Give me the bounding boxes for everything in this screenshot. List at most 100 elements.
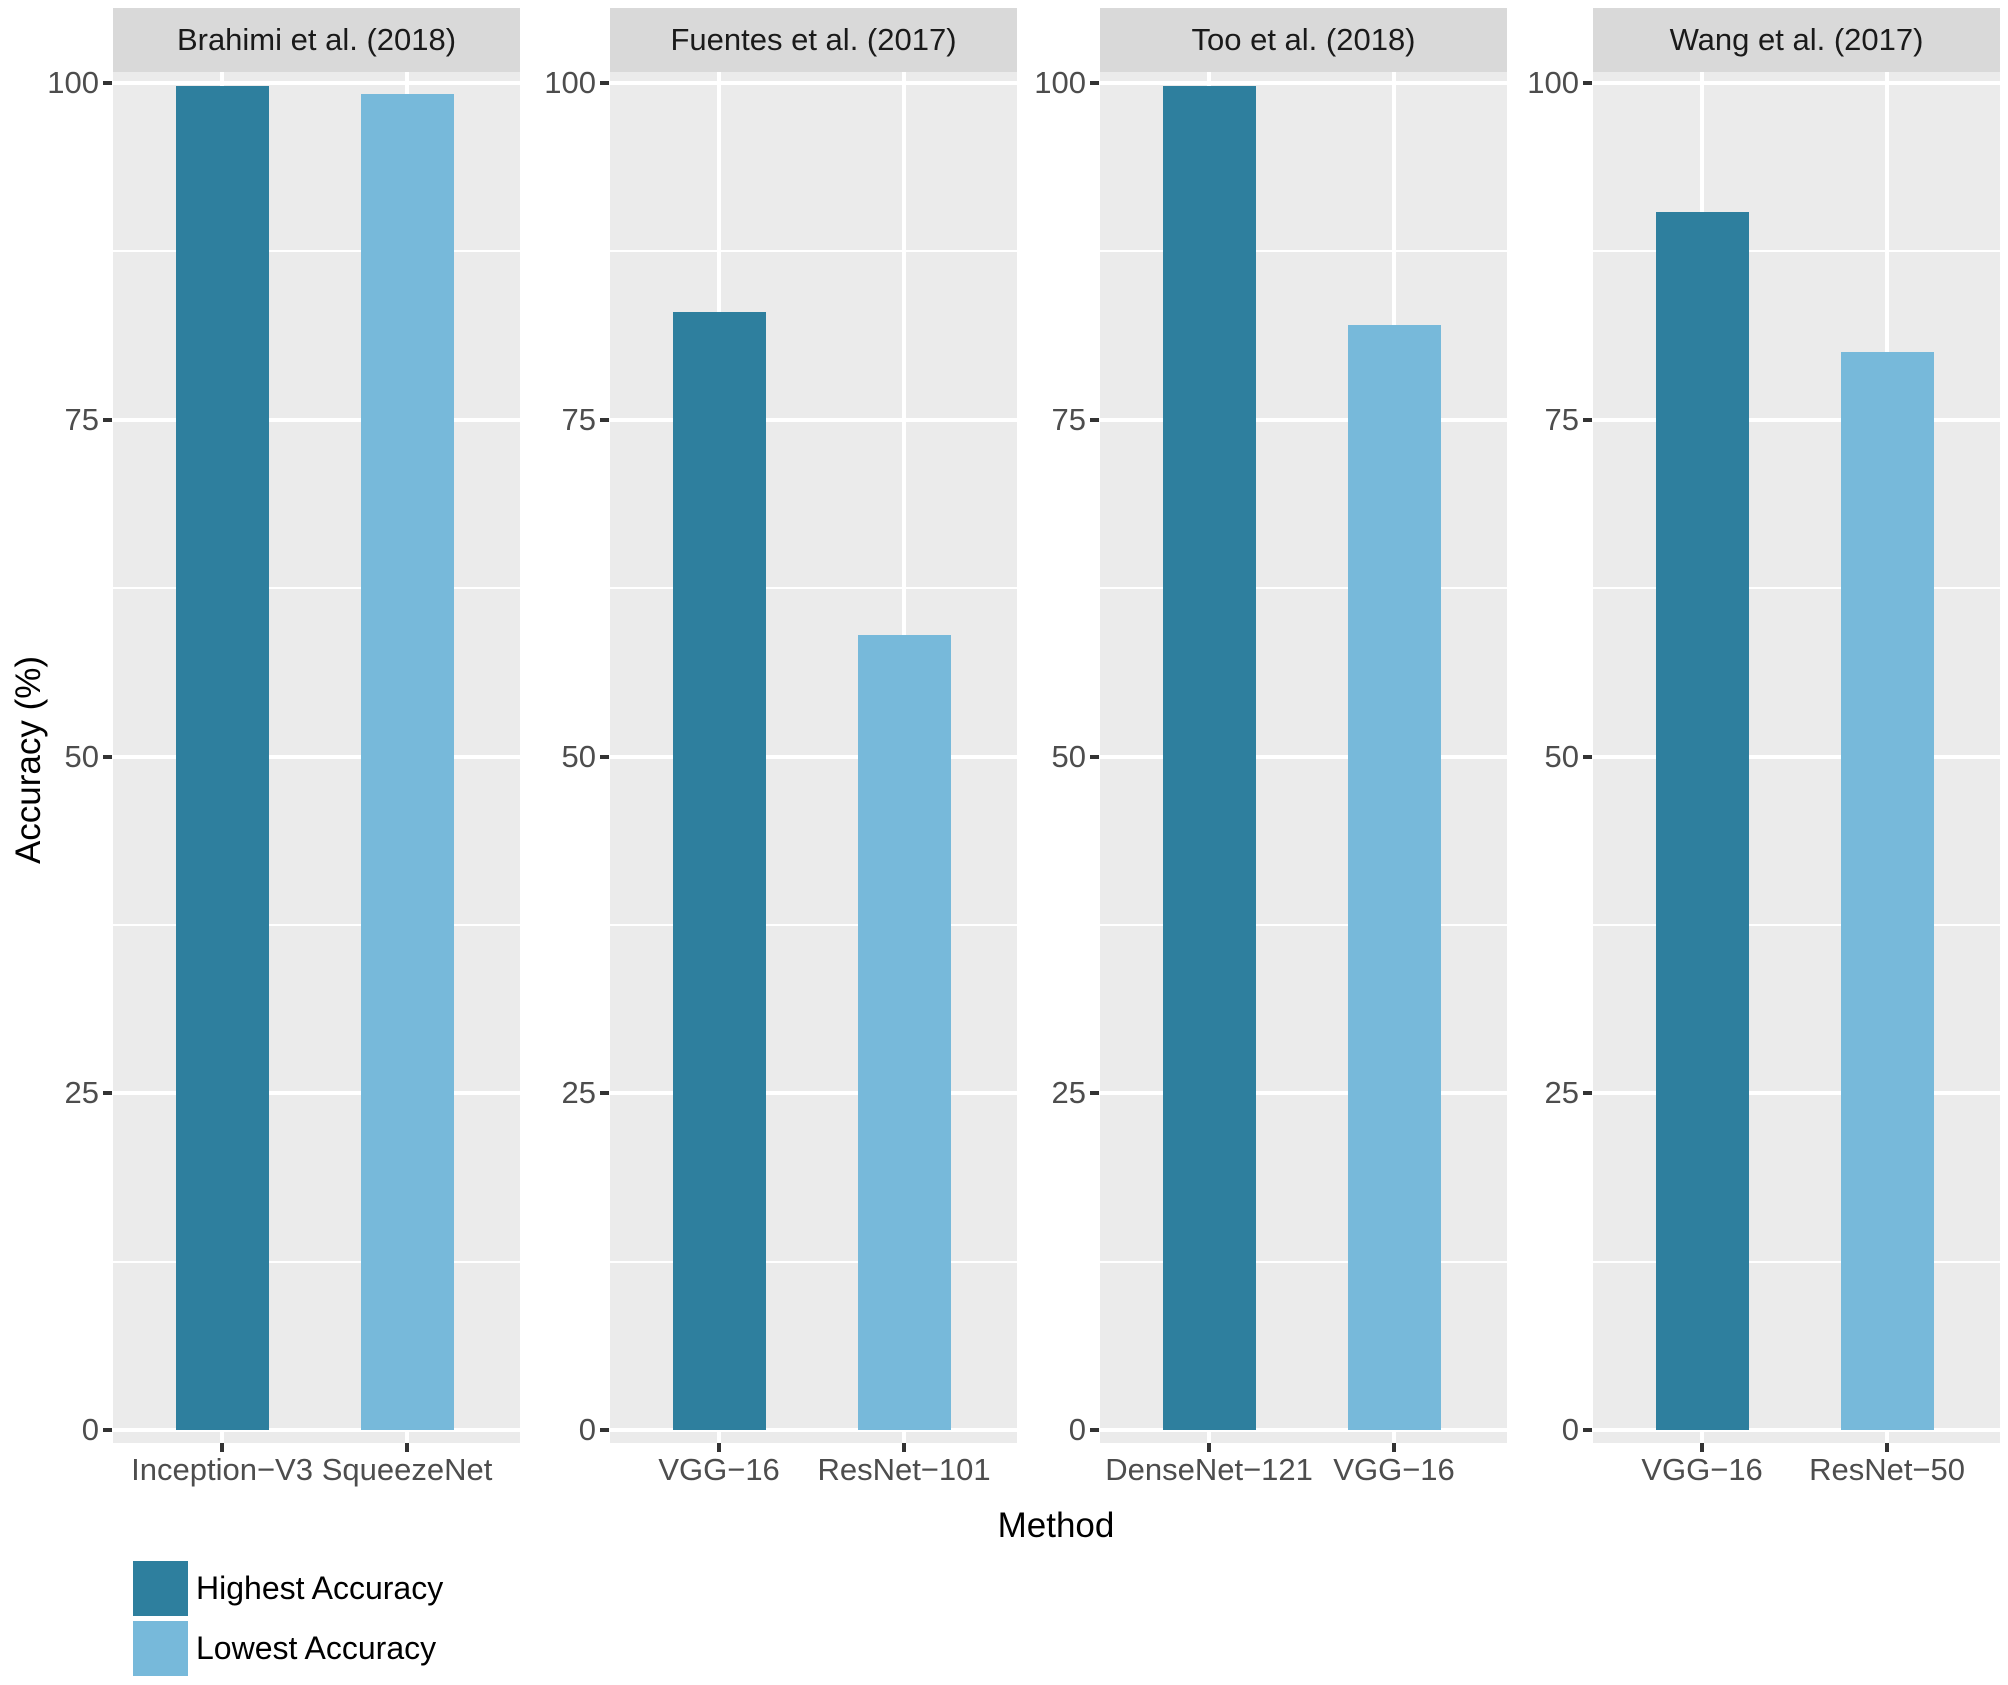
legend-item-highest: Highest Accuracy: [133, 1561, 443, 1616]
bar-lowest-accuracy: [857, 635, 951, 1430]
y-tick-label: 0: [578, 1412, 596, 1447]
y-tick-mark: [1090, 81, 1099, 85]
gridline-major: [1100, 1091, 1507, 1096]
x-tick-mark: [405, 1443, 410, 1452]
x-tick-label: ResNet−101: [817, 1452, 991, 1487]
legend-swatch-highest-accuracy: [133, 1561, 188, 1616]
gridline-major: [610, 1428, 1017, 1432]
gridline-minor: [1100, 587, 1507, 590]
x-tick-label: VGG−16: [1333, 1452, 1455, 1487]
y-tick-label: 50: [1051, 738, 1086, 774]
y-tick-label: 25: [64, 1075, 99, 1111]
bar-highest-accuracy: [175, 85, 269, 1430]
gridline-major: [610, 417, 1017, 422]
y-tick-mark: [1090, 417, 1099, 422]
y-tick-label: 75: [1051, 401, 1086, 437]
y-tick-label: 100: [47, 65, 99, 100]
bar-highest-accuracy: [1655, 212, 1749, 1430]
gridline-minor: [1100, 250, 1507, 253]
y-tick-mark: [103, 754, 112, 759]
bar-lowest-accuracy: [360, 93, 454, 1430]
gridline-major: [610, 754, 1017, 759]
y-tick-label: 75: [64, 401, 99, 437]
bar-highest-accuracy: [672, 311, 766, 1430]
y-tick-label: 100: [544, 65, 596, 100]
y-tick-label: 75: [561, 401, 596, 437]
gridline-minor: [1593, 1260, 2000, 1263]
gridline-major: [113, 754, 520, 759]
x-tick-mark: [717, 1443, 722, 1452]
gridline-major: [1593, 1428, 2000, 1432]
gridline-minor: [1100, 923, 1507, 926]
gridline-major: [1593, 754, 2000, 759]
x-tick-label: DenseNet−121: [1105, 1452, 1313, 1487]
y-tick-mark: [600, 754, 609, 759]
gridline-major: [610, 1091, 1017, 1096]
y-tick-mark: [1090, 1428, 1099, 1432]
y-tick-mark: [103, 1091, 112, 1096]
x-tick-mark: [902, 1443, 907, 1452]
x-tick-mark: [1885, 1443, 1890, 1452]
y-tick-mark: [1583, 1428, 1592, 1432]
y-tick-mark: [1583, 417, 1592, 422]
gridline-minor: [113, 250, 520, 253]
facet-strip: Brahimi et al. (2018): [113, 8, 520, 72]
facet-strip: Wang et al. (2017): [1593, 8, 2000, 72]
bar-highest-accuracy: [1162, 85, 1256, 1430]
gridline-major: [1100, 754, 1507, 759]
x-tick-label: SqueezeNet: [321, 1452, 493, 1487]
facet-strip: Fuentes et al. (2017): [610, 8, 1017, 72]
gridline-major: [610, 81, 1017, 85]
y-tick-label: 50: [1544, 738, 1579, 774]
gridline-minor: [1593, 923, 2000, 926]
facet-title: Brahimi et al. (2018): [176, 22, 457, 57]
y-tick-label: 0: [1561, 1412, 1579, 1447]
gridline-minor: [1593, 587, 2000, 590]
facet-title: Too et al. (2018): [1191, 22, 1416, 57]
gridline-minor: [1100, 1260, 1507, 1263]
legend-item-lowest: Lowest Accuracy: [133, 1621, 443, 1676]
y-tick-label: 25: [561, 1075, 596, 1111]
facet-strip: Too et al. (2018): [1100, 8, 1507, 72]
y-tick-label: 50: [561, 738, 596, 774]
y-tick-label: 0: [1068, 1412, 1086, 1447]
y-tick-mark: [103, 417, 112, 422]
panel: [610, 72, 1017, 1443]
facet-title: Wang et al. (2017): [1669, 22, 1924, 57]
gridline-minor: [113, 587, 520, 590]
y-tick-label: 50: [64, 738, 99, 774]
x-tick-label: VGG−16: [1641, 1452, 1763, 1487]
legend-swatch-lowest-accuracy: [133, 1621, 188, 1676]
x-tick-mark: [220, 1443, 225, 1452]
gridline-minor: [610, 1260, 1017, 1263]
y-tick-mark: [600, 417, 609, 422]
x-tick-label: ResNet−50: [1809, 1452, 1966, 1487]
gridline-minor: [113, 923, 520, 926]
gridline-major: [1593, 1091, 2000, 1096]
gridline-minor: [610, 587, 1017, 590]
gridline-minor: [610, 250, 1017, 253]
y-tick-label: 75: [1544, 401, 1579, 437]
gridline-major: [1100, 81, 1507, 85]
x-tick-label: Inception−V3: [131, 1452, 313, 1487]
y-tick-label: 0: [81, 1412, 99, 1447]
bar-lowest-accuracy: [1347, 325, 1441, 1430]
gridline-major: [1100, 1428, 1507, 1432]
gridline-major: [1593, 417, 2000, 422]
y-tick-mark: [600, 81, 609, 85]
x-tick-label: VGG−16: [658, 1452, 780, 1487]
panel: [1593, 72, 2000, 1443]
gridline-major: [113, 417, 520, 422]
gridline-major: [1100, 417, 1507, 422]
panel: [1100, 72, 1507, 1443]
y-tick-label: 25: [1051, 1075, 1086, 1111]
y-tick-label: 25: [1544, 1075, 1579, 1111]
y-tick-label: 100: [1527, 65, 1579, 100]
gridline-major: [113, 1428, 520, 1432]
y-tick-mark: [103, 81, 112, 85]
legend: Highest Accuracy Lowest Accuracy: [133, 1561, 443, 1681]
x-tick-mark: [1392, 1443, 1397, 1452]
gridline-major: [1593, 81, 2000, 85]
y-tick-mark: [600, 1091, 609, 1096]
